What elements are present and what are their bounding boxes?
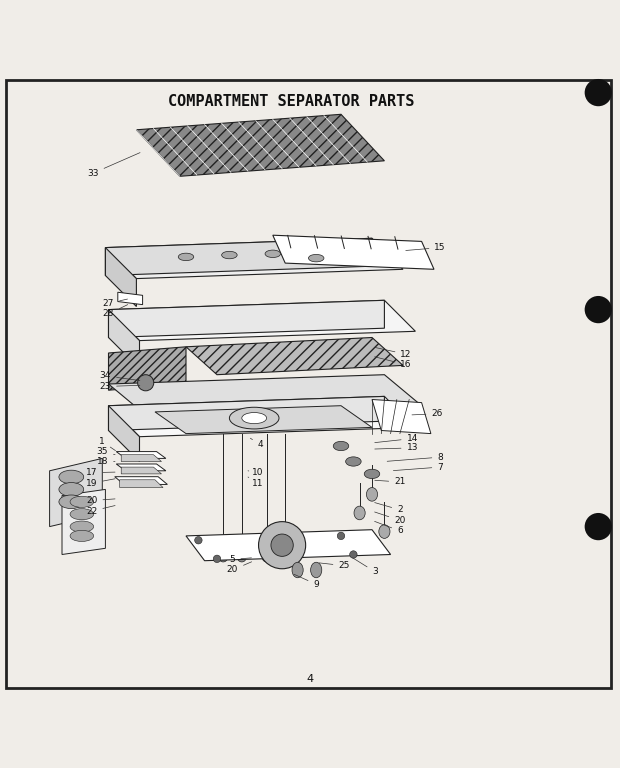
Circle shape [585,296,612,323]
Circle shape [585,513,612,540]
Ellipse shape [70,496,94,508]
Text: 16: 16 [374,357,412,369]
Text: 10: 10 [248,468,263,477]
Polygon shape [108,396,384,431]
Polygon shape [105,247,136,306]
Text: 4: 4 [306,674,314,684]
Circle shape [281,553,290,562]
Text: 20: 20 [227,562,252,574]
Polygon shape [115,477,167,485]
Polygon shape [122,455,161,462]
Ellipse shape [379,525,390,538]
Text: 17: 17 [86,468,115,477]
Circle shape [585,79,612,106]
Ellipse shape [59,470,84,484]
Text: 1: 1 [99,437,115,451]
Polygon shape [105,238,372,276]
Text: 5: 5 [229,555,252,564]
Text: 20: 20 [374,512,405,525]
Polygon shape [105,238,403,279]
Text: 4: 4 [250,439,264,449]
Polygon shape [117,452,166,458]
Text: 35: 35 [97,447,115,456]
Ellipse shape [292,562,303,578]
Polygon shape [273,235,434,270]
Text: 34: 34 [100,372,140,380]
Polygon shape [108,347,186,390]
Polygon shape [108,396,415,437]
Text: 20: 20 [86,496,115,505]
Text: 28: 28 [103,305,128,319]
Ellipse shape [229,407,279,429]
Text: 9: 9 [294,574,319,589]
Ellipse shape [346,457,361,466]
Text: 23: 23 [100,382,140,391]
Text: 19: 19 [86,478,115,488]
Text: 26: 26 [412,409,443,419]
Text: 15: 15 [405,243,446,252]
Text: 25: 25 [319,561,350,570]
Polygon shape [120,480,163,488]
Ellipse shape [242,412,267,424]
Circle shape [262,553,271,562]
Text: 7: 7 [393,462,443,472]
Polygon shape [108,406,140,462]
Polygon shape [108,300,415,340]
Text: 3: 3 [353,558,378,576]
Polygon shape [108,300,384,337]
Circle shape [337,532,345,540]
Polygon shape [108,375,422,415]
Ellipse shape [309,254,324,262]
Polygon shape [186,337,403,375]
Circle shape [350,551,357,558]
Text: 22: 22 [86,505,115,515]
Text: 14: 14 [374,434,418,443]
Polygon shape [186,530,391,561]
Ellipse shape [59,495,84,508]
Circle shape [213,555,221,562]
Circle shape [219,553,228,562]
Ellipse shape [365,469,379,478]
Circle shape [237,553,246,562]
Polygon shape [50,458,102,527]
Text: 13: 13 [374,443,418,452]
Polygon shape [136,114,384,177]
Polygon shape [155,406,372,434]
Polygon shape [122,467,161,474]
Ellipse shape [70,521,94,532]
Circle shape [259,521,306,569]
Text: 11: 11 [248,477,263,488]
Text: 8: 8 [387,452,443,462]
Ellipse shape [366,488,378,502]
Polygon shape [118,293,143,305]
Text: 6: 6 [374,521,403,535]
Text: 21: 21 [374,478,405,486]
Polygon shape [62,489,105,554]
Ellipse shape [70,508,94,520]
Polygon shape [117,464,166,471]
Ellipse shape [334,442,348,451]
Ellipse shape [354,506,365,520]
Ellipse shape [222,251,237,259]
Ellipse shape [179,253,193,260]
Ellipse shape [59,482,84,496]
Ellipse shape [265,250,280,257]
Circle shape [271,534,293,556]
Circle shape [195,537,202,544]
Text: 2: 2 [374,502,403,515]
Circle shape [138,375,154,391]
Text: 12: 12 [374,347,412,359]
Text: COMPARTMENT SEPARATOR PARTS: COMPARTMENT SEPARATOR PARTS [168,94,415,109]
Text: 27: 27 [103,299,128,308]
Polygon shape [108,310,140,369]
Polygon shape [372,399,431,434]
Ellipse shape [70,531,94,541]
Text: 33: 33 [87,153,140,177]
Text: 18: 18 [97,457,115,466]
Ellipse shape [311,562,322,578]
